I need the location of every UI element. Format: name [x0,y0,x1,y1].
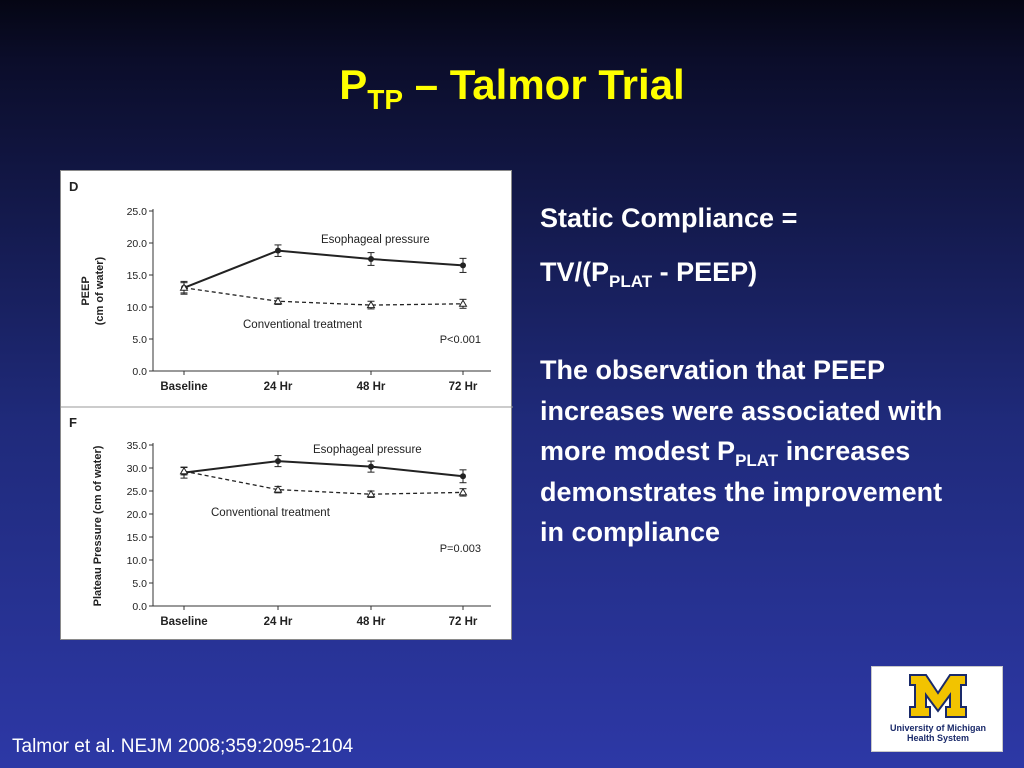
panel-f-series-esophageal-point [368,463,374,470]
panel-f-y-tick-label: 30.0 [127,463,148,475]
chart-figure: D 0.0 5.0 10.0 15.0 20.0 25.0 Baseline 24 Hr 48 H… [60,170,513,640]
panel-d-x-tick-label: 24 Hr [264,381,293,393]
block-m-icon [909,674,967,718]
title-rest: – Talmor Trial [403,61,685,108]
panel-d-series-conventional-point [179,283,189,291]
panel-d-series-conventional-line [183,287,464,306]
panel-d-series-esophageal-point [368,256,374,262]
panel-d-y-tick-label: 15.0 [127,270,148,282]
panel-f-y-axis-title: Plateau Pressure (cm of water) [92,445,104,606]
panel-f-x-tick-label: 72 Hr [449,616,478,628]
panel-f-y-tick-label: 25.0 [127,486,148,498]
chart-svg: D 0.0 5.0 10.0 15.0 20.0 25.0 Baseline 24 Hr 48 H… [61,179,513,628]
title-main: P [339,61,368,108]
panel-f-y-tick-label: 20.0 [127,509,148,521]
title-subscript: TP [367,84,404,115]
panel-f-x-tick-label: 24 Hr [264,616,293,628]
panel-d-series-conventional-point [458,299,468,307]
citation: Talmor et al. NEJM 2008;359:2095-2104 [12,736,354,757]
panel-d-series-esophageal-label: Esophageal pressure [321,234,430,246]
panel-d-x-tick-label: Baseline [160,381,207,393]
panel-f-series-conventional-point [179,466,189,475]
panel-d-series-conventional-point [273,296,283,305]
logo-text: University of Michigan Health System [872,723,1004,744]
panel-d-y-tick-label: 0.0 [132,366,147,378]
panel-d-y-tick-label: 10.0 [127,302,148,314]
panel-f-series-esophageal-point [275,458,281,465]
panel-f-series-conventional-label: Conventional treatment [211,507,331,519]
logo-line-1: University of Michigan [889,723,987,733]
formula-part-b: - PEEP) [652,257,758,287]
panel-f-p-value: P=0.003 [440,543,481,555]
slide-title: PTP – Talmor Trial [0,61,1024,115]
panel-d-series-conventional-label: Conventional treatment [243,319,363,331]
panel-f-series-conventional-point [458,487,468,496]
panel-f-label: F [69,415,77,430]
formula-line-2: TV/(PPLAT - PEEP) [540,254,757,292]
paragraph-subscript: PLAT [735,451,779,470]
panel-f-y-tick-label: 0.0 [132,601,147,613]
panel-f-series-esophageal-label: Esophageal pressure [313,444,422,456]
paragraph-part-b: increases demonstrates the improvement i… [540,436,943,547]
panel-d-series-conventional-point [366,300,376,309]
panel-f-x-tick-label: 48 Hr [357,616,386,628]
panel-f-series-esophageal-point [460,473,466,480]
panel-d-label: D [69,179,78,194]
panel-f-y-tick-label: 10.0 [127,555,148,567]
panel-f-series-conventional-point [273,485,283,493]
panel-f-series-conventional-line [183,470,464,495]
panel-d-series-esophageal-line [183,249,464,289]
panel-d-x-tick-label: 72 Hr [449,381,478,393]
panel-d-p-value: P<0.001 [440,334,481,346]
panel-d-x-tick-label: 48 Hr [357,381,386,393]
panel-d-y-tick-label: 5.0 [132,334,147,346]
panel-f-series-conventional-point [366,489,376,498]
panel-f-y-tick-label: 5.0 [132,578,147,590]
panel-f-y-tick-label: 15.0 [127,532,148,544]
panel-d-y-tick-label: 25.0 [127,206,148,218]
university-logo: University of Michigan Health System [871,666,1003,752]
panel-d-y-tick-label: 20.0 [127,238,148,250]
panel-d-series-esophageal-point [275,247,281,254]
panel-d-series-esophageal-point [460,262,466,269]
panel-f-y-tick-label: 35.0 [127,440,148,452]
panel-d-y-axis-title: PEEP (cm of water) [80,256,106,325]
formula-line-1: Static Compliance = [540,203,798,233]
paragraph-part-a: The observation that PEEP increases were… [540,355,943,466]
logo-line-2: Health System [906,733,970,744]
panel-f-series-esophageal-line [183,460,464,478]
observation-paragraph: The observation that PEEP increases were… [540,350,960,553]
formula-part-a: TV/(P [540,257,610,287]
panel-f-x-tick-label: Baseline [160,616,207,628]
formula-subscript: PLAT [609,272,653,291]
